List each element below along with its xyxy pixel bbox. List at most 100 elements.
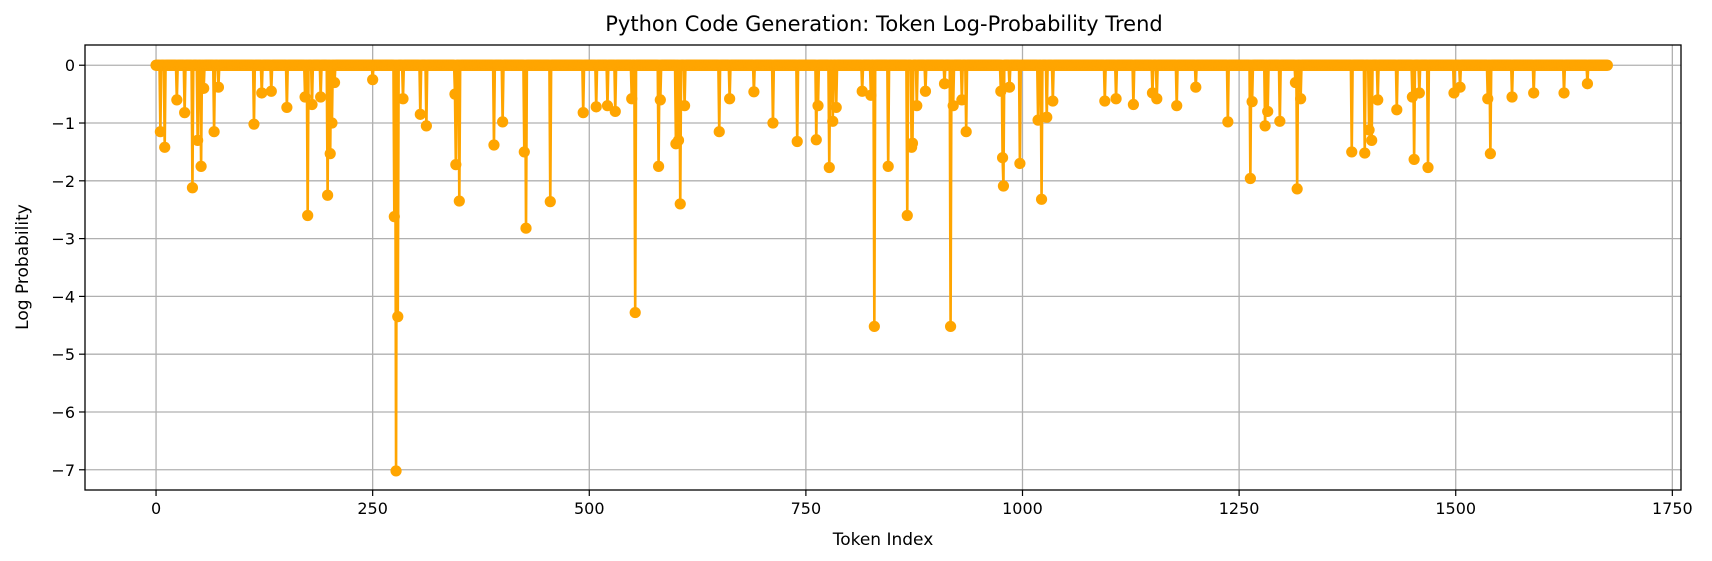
data-point (414, 108, 426, 120)
data-point (868, 320, 880, 333)
data-point (315, 91, 327, 103)
x-axis-label: Token Index (832, 530, 934, 550)
data-point (1047, 95, 1059, 107)
data-point (678, 100, 691, 112)
data-point (544, 196, 556, 208)
data-point (1506, 91, 1518, 103)
data-point (919, 85, 932, 97)
data-point (328, 76, 341, 89)
y-tick-label: −2 (51, 172, 75, 191)
data-point (724, 93, 736, 105)
data-point (601, 100, 614, 112)
data-point (767, 117, 779, 129)
data-point (195, 160, 207, 172)
x-tick-label: 750 (791, 499, 822, 518)
data-point (322, 189, 334, 201)
data-point (609, 105, 621, 118)
data-point (488, 139, 500, 151)
data-point (1171, 100, 1183, 112)
data-point (1366, 134, 1378, 146)
data-point (299, 91, 311, 103)
data-point (1484, 148, 1496, 160)
data-point (865, 89, 877, 101)
data-point (1110, 93, 1122, 105)
data-point (1032, 114, 1044, 126)
data-point (1346, 146, 1358, 158)
data-point (1558, 87, 1570, 99)
data-point (1222, 116, 1234, 128)
data-point (1359, 147, 1371, 159)
data-point (390, 465, 402, 477)
data-point (302, 209, 314, 222)
data-point (1291, 183, 1303, 195)
data-point (827, 115, 839, 127)
data-point (823, 161, 835, 174)
data-point (882, 160, 894, 172)
data-point (1244, 172, 1256, 185)
data-point (265, 85, 277, 97)
data-point (1363, 124, 1375, 136)
data-point (1601, 59, 1613, 71)
data-point (208, 126, 220, 138)
data-point (392, 311, 404, 323)
data-point (1289, 76, 1302, 89)
x-tick-label: 500 (574, 499, 605, 518)
data-point (154, 126, 166, 138)
data-point (1422, 161, 1434, 174)
data-point (1274, 115, 1286, 127)
data-point (450, 159, 462, 171)
data-point (520, 222, 532, 234)
y-tick-label: −3 (51, 230, 75, 249)
data-point (674, 198, 686, 210)
data-point (906, 137, 919, 149)
y-tick-label: 0 (65, 56, 75, 75)
data-point (212, 81, 225, 93)
y-tick-label: −5 (51, 345, 75, 364)
data-point (590, 101, 602, 113)
data-point (497, 116, 509, 128)
data-point (1581, 78, 1594, 90)
y-tick-label: −7 (51, 461, 75, 480)
data-point (626, 93, 638, 105)
data-point (1041, 111, 1053, 123)
data-point (256, 87, 268, 99)
data-point (995, 85, 1007, 97)
data-point (1454, 81, 1466, 93)
data-point (1295, 93, 1307, 105)
data-point (179, 107, 191, 119)
x-tick-label: 1250 (1219, 499, 1260, 518)
data-point (198, 82, 210, 94)
data-point (1003, 81, 1016, 93)
data-point (1391, 104, 1403, 116)
data-point (1127, 98, 1139, 111)
data-point (306, 98, 318, 111)
data-point (324, 148, 336, 160)
data-point (1372, 94, 1384, 106)
series-line (150, 59, 1613, 477)
data-point (748, 86, 760, 98)
x-tick-label: 1000 (1002, 499, 1043, 518)
data-point (791, 135, 803, 148)
y-axis: 0 −1 −2 −3 −4 −5 −6 −7 (51, 56, 85, 480)
data-point (672, 134, 685, 146)
x-tick-label: 1500 (1435, 499, 1476, 518)
data-point (453, 195, 465, 207)
y-tick-label: −6 (51, 403, 75, 422)
data-point (1035, 193, 1048, 205)
data-point (1528, 87, 1540, 99)
data-point (911, 100, 923, 112)
y-axis-label: Log Probability (13, 204, 33, 330)
data-point (960, 126, 972, 138)
y-tick-label: −1 (51, 114, 75, 133)
data-point (518, 146, 530, 158)
data-point (1014, 157, 1026, 170)
data-point (1151, 93, 1163, 105)
data-point (856, 85, 868, 97)
plot-frame (84, 44, 1682, 491)
data-point (420, 120, 432, 132)
data-point (901, 209, 913, 222)
x-tick-label: 250 (357, 499, 388, 518)
data-point (652, 160, 665, 172)
data-point (397, 93, 409, 105)
